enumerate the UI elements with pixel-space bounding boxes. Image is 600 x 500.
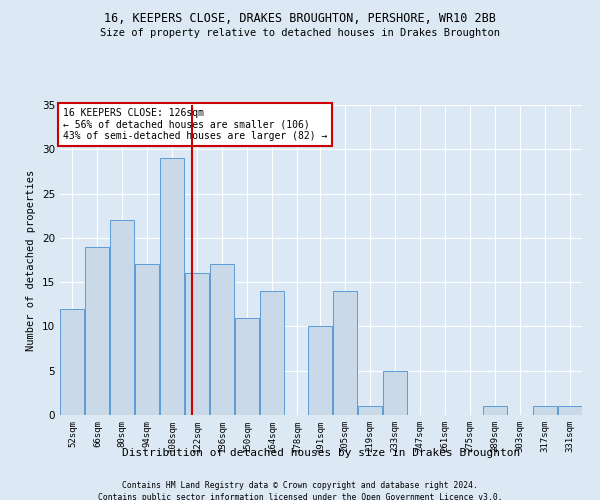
Bar [358,406,382,415]
Bar [110,220,134,415]
Text: 16, KEEPERS CLOSE, DRAKES BROUGHTON, PERSHORE, WR10 2BB: 16, KEEPERS CLOSE, DRAKES BROUGHTON, PER… [104,12,496,26]
Bar [185,274,209,415]
Text: Contains public sector information licensed under the Open Government Licence v3: Contains public sector information licen… [98,492,502,500]
Bar [557,406,581,415]
Bar [61,308,85,415]
Bar [383,370,407,415]
Bar [482,406,507,415]
Text: Distribution of detached houses by size in Drakes Broughton: Distribution of detached houses by size … [122,448,520,458]
Bar [85,246,109,415]
Y-axis label: Number of detached properties: Number of detached properties [26,170,37,350]
Text: Contains HM Land Registry data © Crown copyright and database right 2024.: Contains HM Land Registry data © Crown c… [122,481,478,490]
Bar [333,291,357,415]
Bar [210,264,234,415]
Bar [533,406,557,415]
Text: 16 KEEPERS CLOSE: 126sqm
← 56% of detached houses are smaller (106)
43% of semi-: 16 KEEPERS CLOSE: 126sqm ← 56% of detach… [62,108,327,142]
Bar [135,264,160,415]
Bar [160,158,184,415]
Bar [308,326,332,415]
Bar [235,318,259,415]
Bar [260,291,284,415]
Text: Size of property relative to detached houses in Drakes Broughton: Size of property relative to detached ho… [100,28,500,38]
